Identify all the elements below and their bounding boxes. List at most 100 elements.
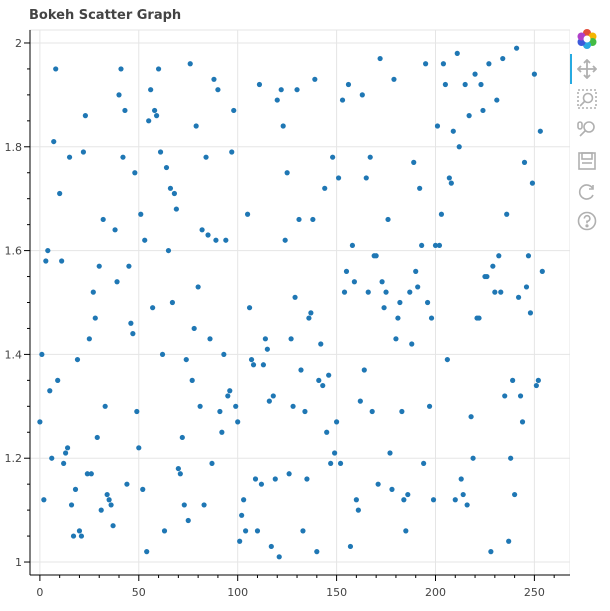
scatter-point [122, 107, 128, 114]
scatter-point [434, 123, 441, 129]
scatter-point [237, 538, 243, 544]
scatter-point [391, 76, 397, 82]
scatter-point [118, 66, 124, 72]
scatter-point [430, 497, 437, 503]
scatter-point [248, 356, 255, 363]
box-zoom-icon[interactable] [574, 86, 600, 112]
scatter-point [419, 242, 425, 249]
scatter-point [383, 289, 389, 295]
scatter-point [508, 455, 514, 461]
scatter-point [488, 549, 494, 555]
scatter-point [440, 61, 447, 67]
scatter-point [110, 523, 116, 529]
scatter-point [424, 299, 431, 306]
scatter-point [349, 242, 356, 249]
pan-icon[interactable] [574, 56, 600, 82]
plot-frame [29, 29, 570, 576]
scatter-point [496, 253, 502, 259]
scatter-point [330, 154, 336, 160]
scatter-point [219, 429, 225, 435]
scatter-point [163, 164, 170, 171]
scatter-point [183, 356, 189, 363]
scatter-point [68, 502, 75, 508]
scatter-point [239, 512, 245, 518]
scatter-point [266, 398, 272, 404]
scatter-point [199, 227, 205, 233]
scatter-point [320, 382, 326, 389]
scatter-point [369, 408, 375, 415]
scatter-point [66, 154, 73, 160]
y-tick-label: 1.6 [5, 245, 23, 258]
scatter-point [401, 497, 407, 503]
scatter-point [314, 549, 320, 555]
scatter-point [456, 144, 462, 150]
scatter-point [146, 118, 152, 124]
scatter-point [409, 341, 415, 347]
scatter-point [55, 377, 61, 383]
scatter-point [484, 273, 490, 280]
scatter-point [128, 320, 134, 326]
scatter-point [252, 476, 259, 482]
scatter-point [177, 471, 183, 477]
scatter-point [517, 393, 524, 399]
wheel-zoom-icon[interactable] [574, 116, 600, 142]
reset-icon[interactable] [574, 179, 600, 205]
scatter-point [367, 154, 373, 160]
scatter-point [124, 481, 130, 487]
scatter-point [152, 107, 158, 114]
x-tick-label: 250 [524, 586, 545, 599]
save-icon[interactable] [574, 148, 600, 174]
scatter-point [153, 113, 160, 119]
scatter-point [339, 97, 346, 103]
scatter-point [389, 486, 395, 492]
scatter-point [167, 185, 174, 191]
chart-title: Bokeh Scatter Graph [29, 8, 182, 23]
scatter-point [452, 497, 458, 503]
scatter-point [144, 549, 150, 555]
scatter-point [74, 356, 81, 363]
scatter-point [462, 81, 468, 88]
scatter-point [57, 190, 63, 197]
scatter-point [343, 268, 350, 274]
scatter-point [504, 211, 510, 217]
scatter-point [47, 388, 53, 394]
scatter-point [78, 533, 85, 539]
scatter-point [519, 419, 526, 425]
scatter-point [43, 258, 49, 264]
scatter-point [332, 450, 338, 456]
scatter-point [82, 113, 88, 119]
scatter-point [270, 393, 276, 399]
scatter-point [229, 149, 235, 155]
scatter-point [341, 289, 348, 295]
scatter-point [290, 403, 296, 409]
scatter-point [274, 97, 280, 103]
scatter-point [513, 45, 520, 51]
grid-lines [30, 30, 570, 575]
scatter-point [421, 460, 427, 467]
scatter-point [235, 419, 241, 425]
scatter-plot[interactable]: 0 50 100 150 200 250 1 1.2 1.4 1.6 1.8 2 [0, 0, 570, 611]
scatter-point [246, 305, 253, 311]
scatter-point [221, 351, 227, 358]
scatter-point [405, 491, 411, 498]
scatter-point [114, 279, 120, 285]
scatter-point [108, 502, 114, 508]
scatter-point [403, 528, 409, 534]
bokeh-logo-icon[interactable] [574, 26, 600, 52]
scatter-point [189, 377, 195, 383]
scatter-point [306, 315, 312, 321]
scatter-point [209, 460, 215, 467]
scatter-point [385, 216, 391, 223]
scatter-point [150, 305, 156, 311]
scatter-point [120, 154, 126, 160]
scatter-point [211, 76, 217, 82]
scatter-point [525, 253, 532, 259]
scatter-point [533, 382, 539, 389]
scatter-point [337, 460, 344, 467]
scatter-point [393, 336, 399, 342]
scatter-point [260, 362, 267, 368]
scatter-point [428, 315, 435, 321]
help-icon[interactable] [574, 208, 600, 234]
scatter-point [512, 491, 518, 498]
scatter-point [39, 351, 45, 358]
